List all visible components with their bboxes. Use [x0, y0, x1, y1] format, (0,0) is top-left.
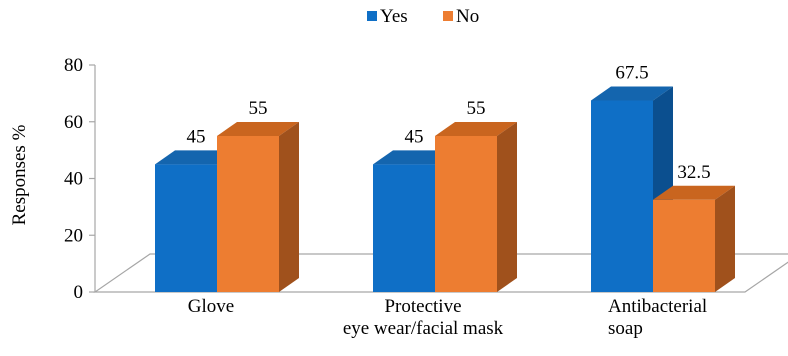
- bar-no-2: 32.5: [653, 162, 735, 292]
- data-label: 55: [467, 98, 486, 119]
- data-label: 32.5: [677, 162, 710, 183]
- data-label: 45: [187, 126, 206, 147]
- bar-top: [155, 150, 237, 165]
- chart-floor: [93, 253, 788, 293]
- bar-side: [497, 121, 517, 292]
- bar-front: [653, 199, 715, 292]
- y-tick-label: 40: [64, 169, 83, 190]
- legend-swatch-yes: [367, 11, 377, 21]
- bar-top: [217, 121, 299, 136]
- data-label: 55: [249, 98, 268, 119]
- category-label: Glove: [188, 296, 234, 317]
- bar-front: [373, 164, 435, 292]
- category-label-line: eye wear/facial mask: [343, 318, 504, 339]
- bar-front: [217, 135, 279, 292]
- bar-yes-2: 67.5: [591, 62, 673, 292]
- category-label: Protective eye wear/facial mask: [343, 296, 504, 339]
- data-label: 45: [405, 126, 424, 147]
- y-tick-label: 0: [74, 282, 84, 303]
- legend: Yes No: [367, 6, 479, 27]
- legend-label: No: [456, 6, 479, 27]
- data-label: 67.5: [615, 62, 648, 83]
- category-label: Antibacterial soap: [608, 296, 707, 339]
- legend-label: Yes: [380, 6, 408, 27]
- bar-side: [715, 185, 735, 292]
- y-axis: 0 20 40 60 80: [64, 55, 96, 303]
- category-label-line: Glove: [188, 296, 234, 317]
- floor-outline: [93, 253, 788, 293]
- y-tick-label: 20: [64, 225, 83, 246]
- bar-no-1: 55: [435, 98, 517, 292]
- category-label-line: Antibacterial: [608, 296, 707, 317]
- legend-swatch-no: [443, 11, 453, 21]
- bar-front: [155, 164, 217, 292]
- bar-side: [279, 121, 299, 292]
- bar-top: [653, 185, 735, 200]
- bar-top: [373, 150, 455, 165]
- bar-no-0: 55: [217, 98, 299, 292]
- bar-front: [591, 100, 653, 292]
- y-tick-label: 80: [64, 55, 83, 76]
- bar-top: [591, 86, 673, 101]
- bar-front: [435, 135, 497, 292]
- category-labels: Glove Protective eye wear/facial mask Antib…: [188, 296, 707, 339]
- category-label-line: soap: [608, 318, 643, 339]
- bar-top: [435, 121, 517, 136]
- category-label-line: Protective: [384, 296, 461, 317]
- y-axis-title: Responses %: [9, 124, 30, 225]
- bars: 45 55 45 55 67.5 32.5: [155, 62, 735, 292]
- y-tick-label: 60: [64, 112, 83, 133]
